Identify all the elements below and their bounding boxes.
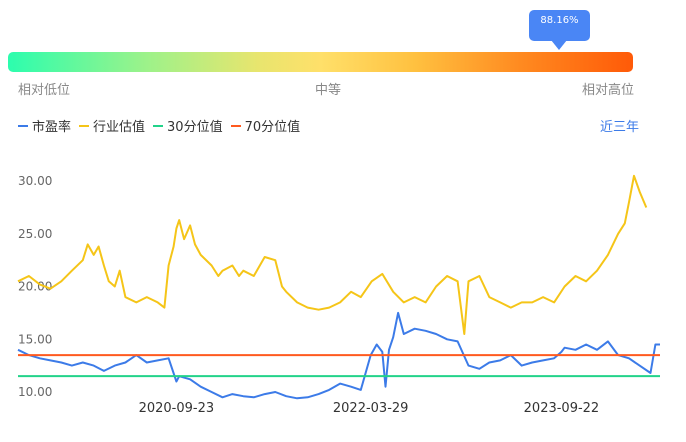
legend-swatch-p70 <box>230 124 241 127</box>
x-tick-label: 2023-09-22 <box>524 401 600 416</box>
legend-item-pe[interactable]: 市盈率 <box>18 116 71 135</box>
pe-ratio-line <box>17 311 660 400</box>
legend-label-p30: 30分位值 <box>167 120 223 135</box>
scale-mid-label: 中等 <box>315 83 342 98</box>
legend-swatch-p30 <box>153 124 164 127</box>
y-tick-label: 30.00 <box>18 174 52 188</box>
legend-swatch-industry <box>79 124 90 127</box>
percentile-gauge-bar <box>8 52 633 72</box>
y-tick-label: 15.00 <box>18 332 52 346</box>
scale-low-label: 相对低位 <box>18 83 71 98</box>
legend-swatch-pe <box>18 124 28 127</box>
legend-label-p70: 70分位值 <box>244 120 301 135</box>
industry-valuation-line <box>17 174 648 335</box>
legend-item-p30[interactable]: 30分位值 <box>153 116 223 135</box>
x-tick-label: 2022-03-29 <box>333 401 409 416</box>
period-selector[interactable]: 近三年 <box>600 120 640 135</box>
chart-legend: 市盈率 行业估值 30分位值 70分位值 <box>18 116 308 135</box>
legend-label-industry: 行业估值 <box>93 120 146 135</box>
x-tick-label: 2020-09-23 <box>139 401 215 416</box>
y-tick-label: 20.00 <box>18 280 52 294</box>
percentile-tooltip-arrow <box>551 40 567 50</box>
y-tick-label: 25.00 <box>18 227 52 241</box>
scale-high-label: 相对高位 <box>582 83 635 98</box>
y-tick-label: 10.00 <box>18 385 52 399</box>
legend-label-pe: 市盈率 <box>32 120 72 135</box>
percentile-tooltip: 88.16% <box>529 10 590 41</box>
legend-item-industry[interactable]: 行业估值 <box>79 116 145 135</box>
legend-item-p70[interactable]: 70分位值 <box>230 116 301 135</box>
